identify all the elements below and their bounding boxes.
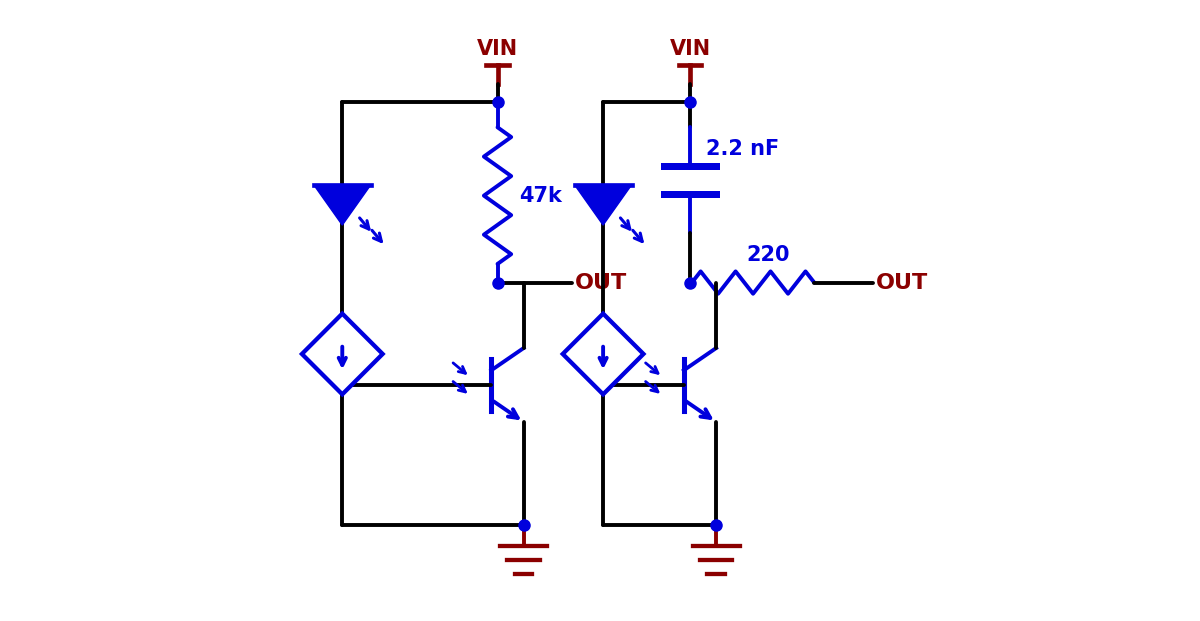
Text: 47k: 47k — [520, 186, 562, 206]
Text: VIN: VIN — [476, 39, 518, 59]
Polygon shape — [563, 314, 643, 394]
Polygon shape — [575, 185, 631, 225]
Polygon shape — [302, 314, 383, 394]
Text: 220: 220 — [746, 245, 791, 265]
Text: OUT: OUT — [575, 273, 628, 292]
Text: VIN: VIN — [670, 39, 710, 59]
Polygon shape — [313, 185, 371, 225]
Text: OUT: OUT — [876, 273, 929, 292]
Text: 2.2 nF: 2.2 nF — [706, 139, 779, 159]
